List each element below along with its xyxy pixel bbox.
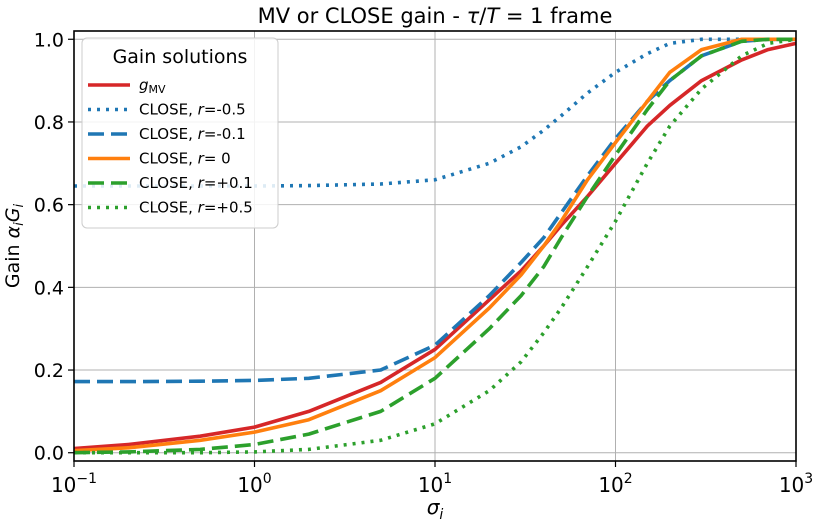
y-axis-label: Gain αiGi [2, 204, 27, 289]
legend-title: Gain solutions [113, 46, 248, 68]
legend-label: gMV [139, 76, 166, 96]
y-tick-label: 1.0 [34, 29, 64, 51]
y-tick-label: 0.6 [34, 195, 64, 217]
legend: Gain solutions gMV CLOSE, r=-0.5 CLOSE, r=-… [81, 37, 279, 229]
x-axis-label: σi [427, 495, 444, 523]
y-tick-label: 0.0 [34, 443, 64, 465]
series-lines [73, 37, 797, 455]
y-tick-label: 0.2 [34, 360, 64, 382]
x-tick-label: 10−1 [51, 471, 97, 497]
x-tick-label: 101 [418, 471, 452, 497]
series-line [73, 37, 796, 453]
legend-label: CLOSE, r=-0.5 [139, 101, 246, 119]
legend-label: CLOSE, r=-0.1 [139, 125, 246, 143]
x-tick-label: 102 [598, 471, 632, 497]
legend-label: CLOSE, r=+0.5 [139, 199, 253, 217]
x-tick-label: 103 [779, 471, 813, 497]
y-tick-label: 0.4 [34, 277, 64, 299]
legend-label: CLOSE, r= 0 [139, 150, 231, 168]
chart-title: MV or CLOSE gain - τ/T = 1 frame [258, 4, 613, 28]
legend-box [81, 37, 279, 229]
series-line [73, 37, 796, 455]
legend-label: CLOSE, r=+0.1 [139, 174, 253, 192]
x-tick-label: 100 [237, 471, 271, 497]
y-tick-label: 0.8 [34, 112, 64, 134]
series-line [74, 37, 797, 455]
